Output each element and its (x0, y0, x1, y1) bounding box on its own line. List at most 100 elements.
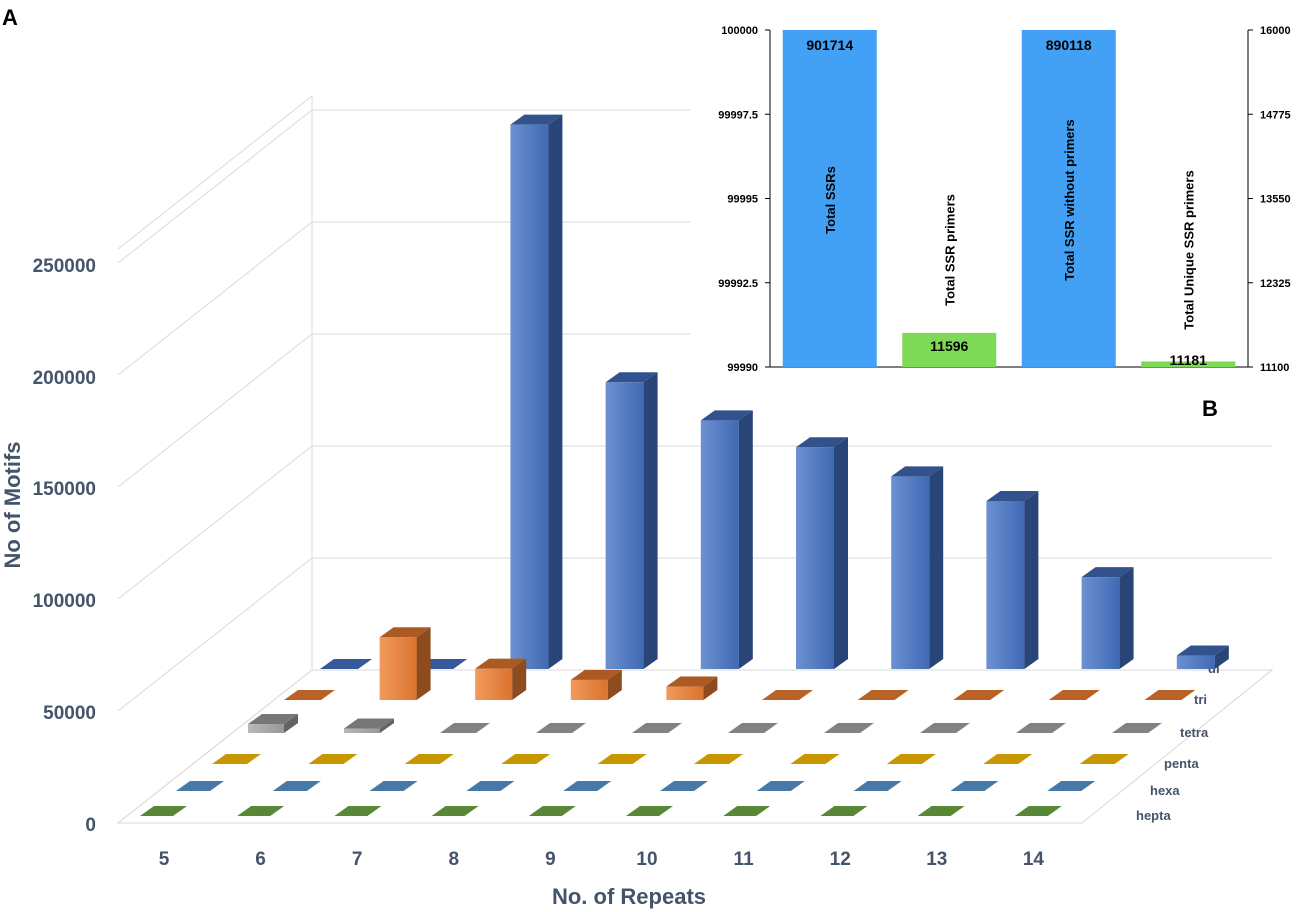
bar-side (284, 714, 298, 733)
bar-front (796, 447, 834, 669)
bar-flat (597, 754, 647, 764)
bar-flat (953, 690, 1005, 700)
bar-flat (536, 723, 586, 733)
bar-tri-5 (284, 690, 335, 700)
bar-flat (632, 723, 682, 733)
bar-top (986, 491, 1039, 501)
x-axis-title: No. of Repeats (552, 884, 706, 909)
bar-front (700, 420, 739, 669)
bar-penta-7 (404, 754, 454, 764)
bar-flat (308, 754, 358, 764)
bar-flat (1112, 723, 1162, 733)
y-tick-label: 150000 (33, 479, 96, 500)
gridline-side (117, 109, 313, 264)
bar-hexa-10 (660, 781, 708, 791)
x-tick-label: 9 (545, 849, 556, 870)
bar-penta-14 (1079, 754, 1129, 764)
bar-flat (140, 806, 187, 816)
bar-top (475, 658, 527, 669)
inset-left-tick-label: 99995 (727, 194, 758, 206)
bar-flat (1048, 690, 1100, 700)
bar-hexa-13 (950, 781, 999, 791)
floor-outline (116, 669, 1274, 824)
bar-di-7 (510, 114, 563, 670)
bar-di-11 (891, 466, 944, 669)
x-tick-label: 7 (352, 849, 363, 870)
bar-tri-14 (1144, 690, 1196, 700)
bar-hepta-12 (820, 806, 868, 816)
x-tick-label: 11 (734, 849, 755, 870)
bar-flat (320, 659, 372, 669)
series-label: hexa (1150, 783, 1180, 798)
bar-flat (237, 806, 285, 816)
bar-flat (853, 781, 902, 791)
bar-front (1081, 577, 1120, 669)
inset-chart: 99990 99992.5 99995 99997.5 100000 11100 12325… (690, 16, 1291, 376)
bars (140, 114, 1229, 816)
bar-flat (212, 754, 261, 764)
bar-front (248, 724, 284, 733)
bar-tri-12 (953, 690, 1005, 700)
bar-tri-13 (1048, 690, 1100, 700)
bar-front (605, 382, 644, 669)
bar-tri-8 (570, 669, 622, 700)
bar-tri-11 (857, 690, 909, 700)
bar-tetra-9 (632, 723, 682, 733)
bar-flat (1014, 806, 1062, 816)
bar-hepta-10 (626, 806, 673, 816)
bar-top (605, 372, 658, 383)
panel-b-label: B (1202, 396, 1218, 421)
panel-a-label: A (2, 5, 18, 30)
inset-bar (902, 332, 997, 367)
y-tick-label: 250000 (33, 256, 96, 277)
bar-side (512, 658, 527, 700)
bar-side (643, 372, 658, 669)
bar-tri-10 (762, 690, 813, 700)
bar-hexa-14 (1047, 781, 1096, 791)
bar-di-8 (605, 372, 658, 669)
bar-di-10 (796, 437, 848, 669)
bar-di-13 (1081, 567, 1134, 669)
bar-front (344, 728, 380, 733)
bar-tri-7 (475, 658, 527, 700)
inset-left-tick-label: 99990 (727, 362, 758, 374)
bar-flat (1079, 754, 1129, 764)
bar-flat (466, 781, 515, 791)
inset-left-tick-label: 100000 (721, 25, 758, 37)
bar-top (570, 669, 622, 680)
bar-tetra-6 (344, 718, 394, 733)
series-label: tetra (1180, 725, 1209, 740)
bar-front (986, 501, 1025, 669)
bar-top (344, 718, 394, 729)
y-tick-label: 50000 (43, 703, 96, 724)
series-label: tri (1194, 692, 1207, 707)
inset-data-label: 901714 (806, 37, 853, 53)
x-tick-label: 5 (159, 849, 170, 870)
bar-flat (950, 781, 999, 791)
bar-flat (1047, 781, 1096, 791)
bar-tetra-14 (1112, 723, 1162, 733)
inset-right-tick-label: 12325 (1260, 278, 1291, 290)
x-tick-label: 6 (255, 849, 266, 870)
bar-top (796, 437, 848, 448)
gridline-side (117, 445, 313, 600)
bar-side (380, 718, 394, 733)
bar-penta-12 (886, 754, 936, 764)
bar-hepta-6 (237, 806, 285, 816)
inset-right-tick-label: 16000 (1260, 25, 1291, 37)
bar-flat (334, 806, 382, 816)
bar-tetra-11 (824, 723, 874, 733)
bar-flat (824, 723, 874, 733)
bar-flat (920, 723, 970, 733)
inset-bar (1141, 361, 1236, 367)
y-tick-label: 200000 (33, 368, 96, 389)
bar-top (248, 714, 298, 725)
series-label: hepta (1136, 808, 1171, 823)
inset-bar (782, 30, 877, 367)
inset-left-tick-label: 99992.5 (718, 278, 758, 290)
y-tick-label: 0 (85, 815, 96, 836)
bar-tetra-8 (536, 723, 586, 733)
bar-flat (176, 781, 224, 791)
bar-flat (857, 690, 909, 700)
bar-hexa-8 (466, 781, 515, 791)
